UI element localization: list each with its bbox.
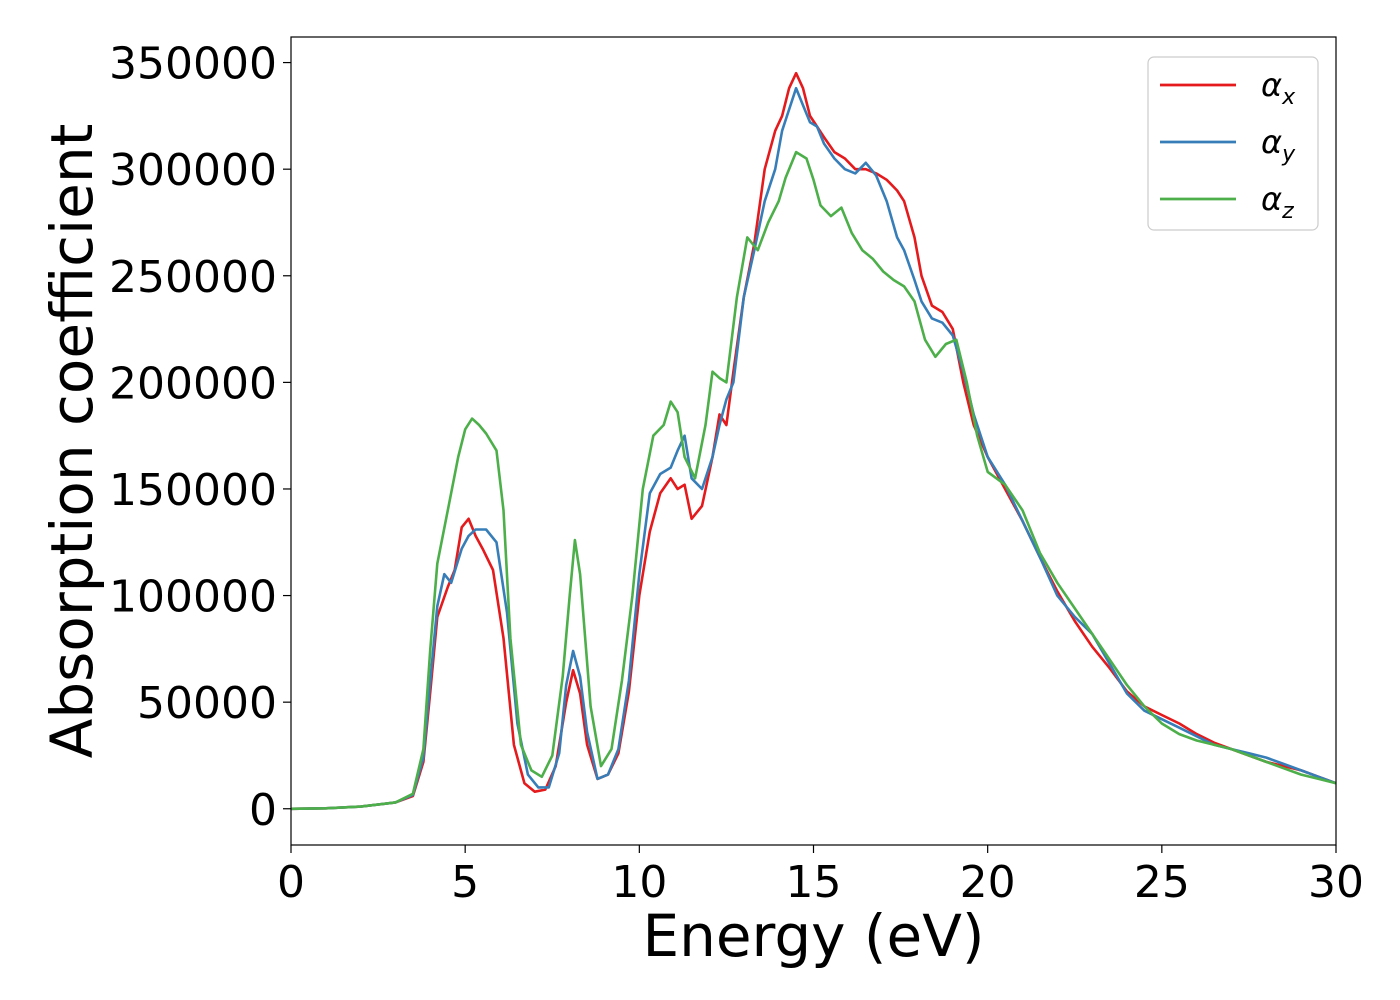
x-tick-label: 15	[786, 857, 842, 908]
x-tick-label: 5	[451, 857, 479, 908]
series-lines	[290, 71, 1337, 811]
legend-box	[1147, 56, 1319, 231]
y-tick-label: 300000	[109, 145, 277, 196]
legend-entry-x: αx	[1261, 66, 1296, 110]
y-tick-label: 100000	[109, 572, 277, 623]
x-axis-ticks: 0 5 10 15 20 25 30	[277, 845, 1364, 908]
series-line-y	[290, 86, 1337, 811]
x-tick-label: 25	[1134, 857, 1190, 908]
series-line-x	[290, 71, 1337, 811]
y-tick-label: 200000	[109, 358, 277, 409]
y-axis-ticks: 0 50000 100000 150000 200000 250000 300000 3500…	[109, 39, 291, 836]
y-tick-label: 50000	[137, 678, 277, 729]
y-tick-label: 350000	[109, 39, 277, 90]
legend: αx αy αz	[1147, 56, 1319, 231]
y-tick-label: 250000	[109, 252, 277, 303]
x-tick-label: 30	[1308, 857, 1364, 908]
x-axis-title: Energy (eV)	[642, 902, 984, 970]
y-tick-label: 0	[249, 785, 277, 836]
y-axis-title: Absorption coefficient	[38, 124, 106, 759]
x-tick-label: 20	[960, 857, 1016, 908]
legend-entry-y: αy	[1261, 123, 1296, 167]
x-tick-label: 0	[277, 857, 305, 908]
series-line-z	[290, 150, 1337, 811]
x-tick-label: 10	[611, 857, 667, 908]
y-tick-label: 150000	[109, 465, 277, 516]
legend-entry-z: αz	[1261, 180, 1294, 224]
